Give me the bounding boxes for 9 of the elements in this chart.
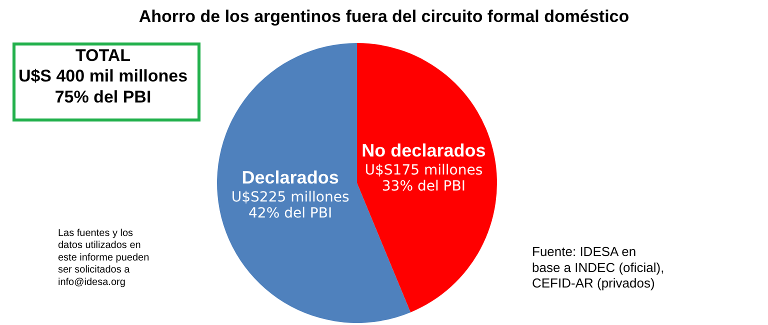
slice-label: No declarados <box>362 140 486 161</box>
pie-slice <box>357 43 497 312</box>
chart-title: Ahorro de los argentinos fuera del circuito formal doméstico <box>138 7 630 26</box>
text: TOTAL U$S 400 mil millones 75% del PBI <box>18 46 188 106</box>
text: Las fuentes y los datos utilizados en este informe pueden ser solicitados a info@idesa.org <box>58 228 150 288</box>
source-note: Fuente: IDESA en base a INDEC (oficial), CEFID-AR (privados) <box>532 244 664 291</box>
data-label: U$S175 millones 33% del PBI <box>364 162 483 195</box>
slice-label: Declarados <box>242 167 339 188</box>
data-label: U$S225 millones 42% del PBI <box>231 189 350 222</box>
